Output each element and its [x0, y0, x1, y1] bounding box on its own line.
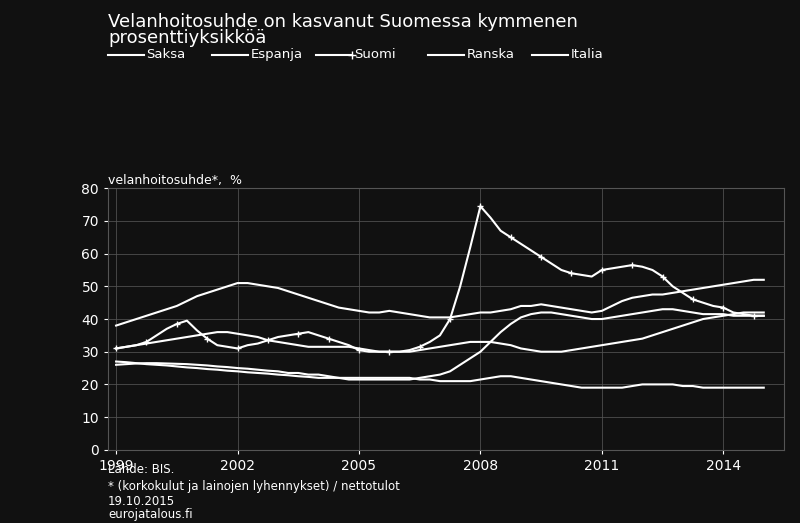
- Text: Lähde: BIS.: Lähde: BIS.: [108, 463, 174, 476]
- Text: Suomi: Suomi: [354, 49, 396, 61]
- Text: Italia: Italia: [570, 49, 603, 61]
- Text: Velanhoitosuhde on kasvanut Suomessa kymmenen: Velanhoitosuhde on kasvanut Suomessa kym…: [108, 13, 578, 31]
- Text: Saksa: Saksa: [146, 49, 186, 61]
- Text: Ranska: Ranska: [466, 49, 514, 61]
- Text: * (korkokulut ja lainojen lyhennykset) / nettotulot: * (korkokulut ja lainojen lyhennykset) /…: [108, 480, 400, 493]
- Text: eurojatalous.fi: eurojatalous.fi: [108, 508, 193, 521]
- Text: 19.10.2015: 19.10.2015: [108, 495, 175, 508]
- Text: velanhoitosuhde*,  %: velanhoitosuhde*, %: [108, 174, 242, 187]
- Text: Espanja: Espanja: [250, 49, 302, 61]
- Text: prosenttiyksikköä: prosenttiyksikköä: [108, 29, 266, 47]
